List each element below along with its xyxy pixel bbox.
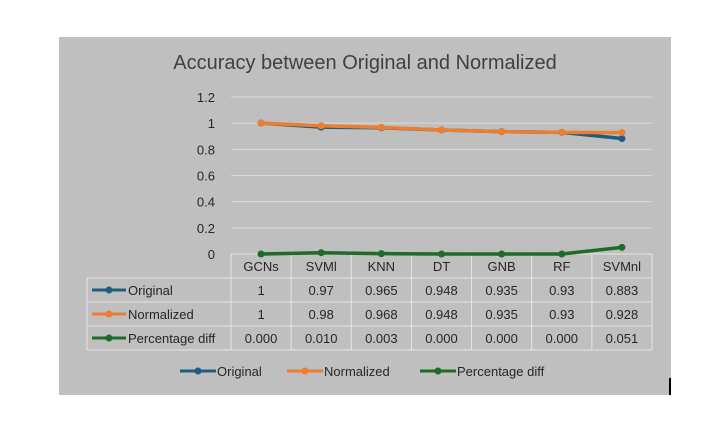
- table-cell-value: 0.935: [485, 307, 518, 322]
- x-tick-label: RF: [553, 259, 570, 274]
- table-series-name: Normalized: [128, 307, 194, 322]
- table-series-name: Original: [128, 283, 173, 298]
- table-cell-value: 0.935: [485, 283, 518, 298]
- table-cell-value: 0.968: [365, 307, 398, 322]
- table-cell-value: 0.000: [425, 331, 458, 346]
- table-cell-value: 1: [257, 283, 264, 298]
- data-point: [377, 123, 385, 131]
- data-point: [377, 250, 385, 258]
- data-point: [618, 243, 626, 251]
- y-tick-label: 1.2: [197, 90, 215, 105]
- data-point: [618, 134, 626, 142]
- table-series-name: Percentage diff: [128, 331, 216, 346]
- table-legend-key-marker: [105, 310, 113, 318]
- table-cell-value: 0.928: [606, 307, 639, 322]
- y-tick-label: 0.4: [197, 195, 215, 210]
- table-cell-value: 1: [257, 307, 264, 322]
- table-cell-value: 0.98: [309, 307, 334, 322]
- data-point: [558, 128, 566, 136]
- legend-label: Original: [217, 364, 262, 379]
- table-cell-value: 0.883: [606, 283, 639, 298]
- table-cell-value: 0.010: [305, 331, 338, 346]
- legend-key-marker: [194, 367, 202, 375]
- data-point: [498, 250, 506, 258]
- y-tick-label: 0: [208, 247, 215, 262]
- y-tick-label: 0.2: [197, 221, 215, 236]
- y-tick-label: 1: [208, 116, 215, 131]
- data-point: [618, 129, 626, 137]
- table-cell-value: 0.000: [245, 331, 278, 346]
- table-cell-value: 0.948: [425, 307, 458, 322]
- x-tick-label: SVMl: [306, 259, 337, 274]
- data-point: [317, 122, 325, 130]
- legend-label: Percentage diff: [457, 364, 545, 379]
- data-point: [438, 126, 445, 134]
- chart-title: Accuracy between Original and Normalized: [173, 52, 557, 74]
- data-point: [257, 250, 265, 258]
- x-tick-label: GCNs: [243, 259, 279, 274]
- y-tick-label: 0.8: [197, 142, 215, 157]
- table-legend-key-marker: [105, 334, 113, 342]
- edge-mark: [669, 378, 671, 395]
- table-cell-value: 0.93: [549, 283, 574, 298]
- x-tick-label: SVMnl: [603, 259, 641, 274]
- data-point: [317, 249, 325, 257]
- table-cell-value: 0.97: [309, 283, 334, 298]
- data-point: [558, 250, 566, 258]
- table-legend-key-marker: [105, 286, 113, 294]
- table-cell-value: 0.051: [606, 331, 639, 346]
- table-cell-value: 0.000: [485, 331, 518, 346]
- table-cell-value: 0.948: [425, 283, 458, 298]
- data-point: [498, 128, 506, 136]
- x-tick-label: DT: [433, 259, 450, 274]
- data-point: [438, 250, 445, 258]
- table-cell-value: 0.93: [549, 307, 574, 322]
- x-tick-label: GNB: [488, 259, 516, 274]
- x-tick-label: KNN: [368, 259, 395, 274]
- data-point: [257, 119, 265, 127]
- y-tick-label: 0.6: [197, 169, 215, 184]
- legend-label: Normalized: [324, 364, 390, 379]
- table-cell-value: 0.003: [365, 331, 398, 346]
- legend-key-marker: [434, 367, 442, 375]
- legend-key-marker: [301, 367, 309, 375]
- table-cell-value: 0.000: [546, 331, 579, 346]
- table-cell-value: 0.965: [365, 283, 398, 298]
